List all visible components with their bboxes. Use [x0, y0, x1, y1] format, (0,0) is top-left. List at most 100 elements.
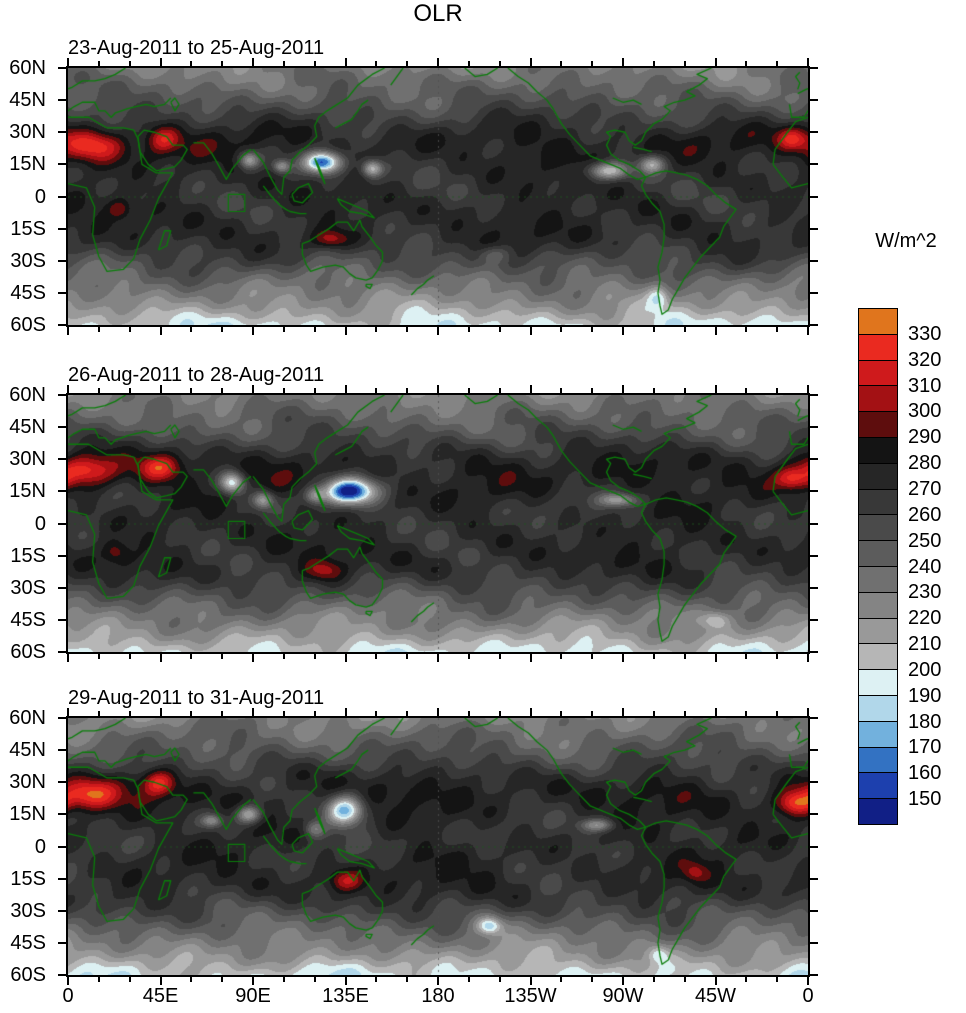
y-tick-label: 30S: [10, 576, 46, 599]
x-tick-label: 0: [802, 985, 814, 1007]
colorbar-box: [859, 309, 897, 335]
colorbar-tick-label: 300: [908, 400, 942, 423]
colorbar-tick-label: 170: [908, 736, 942, 759]
tick-mark: [58, 458, 66, 461]
tick-mark: [58, 394, 66, 396]
tick-mark: [159, 977, 162, 985]
tick-mark: [128, 654, 131, 659]
tick-mark: [810, 909, 818, 912]
tick-mark: [683, 327, 686, 332]
tick-mark: [467, 327, 470, 332]
colorbar-tick-label: 320: [908, 348, 942, 371]
y-tick-label: 45N: [9, 416, 46, 439]
tick-mark: [810, 618, 818, 621]
panel-2-title: 26-Aug-2011 to 28-Aug-2011: [68, 364, 325, 386]
tick-mark: [807, 327, 809, 335]
tick-mark: [58, 781, 66, 784]
tick-mark: [58, 877, 66, 880]
y-tick-label: 60N: [9, 384, 46, 406]
y-tick-label: 60N: [9, 707, 46, 729]
tick-mark: [252, 977, 254, 985]
colorbar-box: [859, 773, 897, 800]
tick-mark: [58, 749, 66, 752]
tick-mark: [591, 977, 594, 982]
tick-mark: [58, 845, 66, 848]
tick-mark: [810, 195, 818, 198]
tick-mark: [745, 654, 748, 659]
y-axis-labels: 60N 45N 30N 15N 0 15S 30S 45S 60S: [0, 707, 58, 986]
y-tick-label: 15S: [10, 217, 46, 240]
y-tick-label: 60S: [10, 964, 46, 986]
tick-mark: [498, 654, 501, 659]
tick-mark: [344, 708, 347, 716]
tick-mark: [683, 654, 686, 659]
y-tick-label: 30N: [9, 121, 46, 144]
tick-mark: [498, 977, 501, 982]
colorbar-tick-label: 330: [908, 322, 942, 345]
colorbar: 330 320 310 300 290 280 270 260 250 240 230 220 210 2…: [858, 308, 941, 825]
tick-mark: [221, 654, 224, 659]
y-axis-labels: 60N 45N 30N 15N 0 15S 30S 45S 60S: [0, 384, 58, 663]
colorbar-tick-label: 230: [908, 581, 942, 604]
tick-mark: [67, 327, 69, 335]
x-tick-label: 45E: [142, 985, 179, 1007]
tick-mark: [58, 227, 66, 230]
tick-mark: [406, 654, 409, 659]
colorbar-box: [859, 360, 897, 387]
colorbar-box: [859, 489, 897, 516]
y-tick-label: 60S: [10, 641, 46, 663]
tick-mark: [652, 977, 655, 982]
tick-mark: [714, 654, 717, 662]
tick-mark: [810, 845, 818, 848]
tick-mark: [683, 977, 686, 982]
tick-mark: [437, 327, 439, 335]
tick-mark: [810, 522, 818, 525]
tick-mark: [622, 385, 624, 393]
colorbar-box: [859, 566, 897, 593]
y-tick-label: 30N: [9, 448, 46, 471]
colorbar-box: [859, 463, 897, 490]
y-axis-labels: 60N 45N 30N 15N 0 15S 30S 45S 60S: [0, 57, 58, 336]
tick-mark: [807, 58, 809, 66]
x-tick-label: 45W: [694, 985, 737, 1007]
panel-3: 29-Aug-2011 to 31-Aug-2011 60N 45N 30N 15N 0…: [9, 687, 818, 986]
x-axis-labels: 0 45E 90E 135E 180 135W 90W 45W 0: [62, 985, 813, 1009]
tick-mark: [344, 977, 347, 985]
tick-mark: [810, 394, 818, 396]
tick-mark: [58, 131, 66, 134]
y-tick-label: 15S: [10, 544, 46, 567]
tick-mark: [810, 490, 818, 493]
map-canvas-2: [66, 393, 810, 654]
y-tick-label: 30N: [9, 771, 46, 794]
tick-mark: [58, 195, 66, 198]
tick-mark: [810, 651, 818, 653]
y-tick-label: 45S: [10, 608, 46, 631]
tick-mark: [776, 654, 779, 659]
tick-mark: [622, 58, 624, 66]
tick-mark: [313, 654, 316, 659]
tick-mark: [190, 654, 193, 659]
panel-1: 23-Aug-2011 to 25-Aug-2011 60N 45N 30N 15N 0…: [9, 37, 818, 336]
y-tick-label: 45S: [10, 931, 46, 954]
colorbar-tick-label: 240: [908, 555, 942, 578]
tick-mark: [58, 259, 66, 262]
tick-mark: [58, 99, 66, 102]
tick-mark: [128, 327, 131, 332]
tick-mark: [252, 654, 254, 662]
y-tick-label: 15N: [9, 803, 46, 826]
tick-mark: [190, 977, 193, 982]
colorbar-tick-label: 310: [908, 374, 942, 397]
y-tick-label: 45N: [9, 89, 46, 112]
tick-mark: [807, 385, 809, 393]
tick-mark: [745, 977, 748, 982]
tick-mark: [190, 327, 193, 332]
tick-mark: [810, 426, 818, 429]
tick-mark: [58, 426, 66, 429]
tick-mark: [810, 291, 818, 294]
tick-mark: [810, 99, 818, 102]
tick-mark: [810, 458, 818, 461]
y-tick-label: 60S: [10, 314, 46, 336]
colorbar-box: [859, 799, 897, 824]
tick-mark: [67, 977, 69, 985]
tick-mark: [810, 717, 818, 719]
